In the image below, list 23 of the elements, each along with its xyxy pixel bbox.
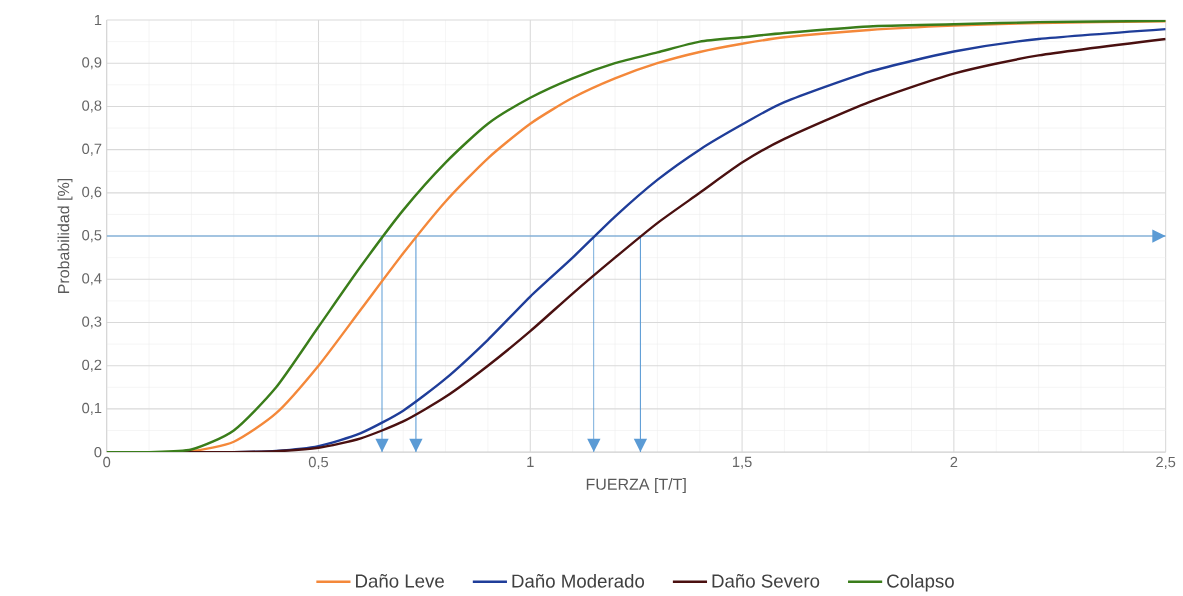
x-tick-label: 2 xyxy=(950,456,958,467)
y-tick-label: 1 xyxy=(94,14,102,25)
x-tick-label: 0 xyxy=(103,456,111,468)
x-tick-label: 2,5 xyxy=(1156,456,1176,469)
y-tick-label: 0,8 xyxy=(82,100,102,113)
x-tick-label: 1 xyxy=(527,456,534,467)
x-tick-label: 0,5 xyxy=(308,456,329,469)
y-tick-label: 0,6 xyxy=(82,186,102,199)
y-tick-label: 0,9 xyxy=(82,57,102,70)
legend-label: Daño Leve xyxy=(356,573,444,588)
legend-label: Colapso xyxy=(887,573,954,592)
y-axis-title: Probabilidad [%] xyxy=(57,178,73,293)
y-tick-label: 0,4 xyxy=(82,273,102,286)
legend-label: Daño Moderado xyxy=(512,573,645,588)
y-tick-label: 0,3 xyxy=(82,316,102,329)
legend-label: Daño Severo xyxy=(712,573,820,588)
y-tick-label: 0 xyxy=(94,446,102,458)
x-axis-title: FUERZA [T/T] xyxy=(586,478,686,493)
y-tick-label: 0,1 xyxy=(82,402,102,415)
y-tick-label: 0,5 xyxy=(82,229,102,243)
x-tick-label: 1,5 xyxy=(732,456,752,469)
y-tick-label: 0,2 xyxy=(82,359,102,372)
y-tick-label: 0,7 xyxy=(82,143,102,156)
